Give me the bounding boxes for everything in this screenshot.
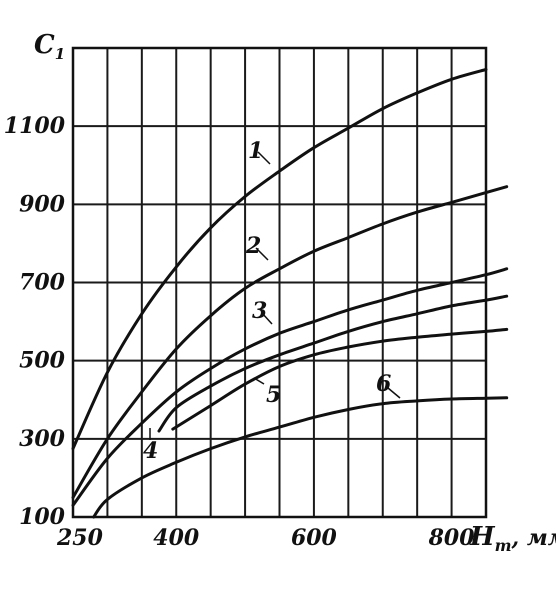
series-label-1: 1 (248, 138, 263, 164)
x-tick-label-400: 400 (153, 525, 200, 551)
x-axis-label-sub: т (495, 536, 512, 555)
leader-3 (261, 312, 273, 325)
series-curves (71, 68, 509, 519)
series-curve-2 (71, 185, 509, 499)
x-tick-labels: 250 400 600 800 (56, 525, 475, 551)
y-axis-label-sub: 1 (55, 45, 65, 63)
y-tick-label-300: 300 (19, 426, 66, 452)
x-tick-label-600: 600 (291, 525, 338, 551)
series-curve-5 (171, 327, 509, 431)
series-curve-4 (157, 294, 509, 433)
series-curve-1 (71, 68, 488, 451)
y-axis-label-main: C (34, 30, 55, 60)
series-label-3: 3 (252, 298, 267, 324)
curve-label-leaders (149, 151, 401, 440)
y-tick-labels: 100 300 500 700 900 1100 (4, 113, 66, 530)
series-label-5: 5 (266, 382, 281, 408)
horizontal-gridlines (73, 125, 486, 440)
y-tick-label-500: 500 (19, 348, 66, 374)
series-labels: 1 2 3 4 5 6 (143, 138, 391, 464)
series-label-6: 6 (376, 371, 391, 397)
y-axis-label: C1 (34, 30, 65, 63)
series-curve-6 (92, 396, 509, 519)
series-label-4: 4 (143, 438, 158, 464)
x-axis-unit: , мм (511, 525, 556, 551)
plot-frame (71, 46, 488, 519)
leader-5 (253, 377, 265, 385)
x-axis-label: Hт, мм (469, 522, 556, 555)
series-label-2: 2 (245, 233, 261, 259)
y-tick-label-100: 100 (19, 504, 66, 530)
leader-1 (257, 151, 271, 165)
x-tick-label-250: 250 (56, 525, 104, 551)
x-tick-label-800: 800 (428, 525, 476, 551)
y-tick-label-1100: 1100 (4, 113, 66, 139)
y-tick-label-700: 700 (19, 270, 66, 296)
series-curve-3 (71, 267, 509, 507)
y-tick-label-900: 900 (19, 191, 66, 217)
leader-2 (255, 247, 269, 261)
leader-6 (387, 387, 401, 399)
x-axis-label-main: H (469, 522, 496, 552)
